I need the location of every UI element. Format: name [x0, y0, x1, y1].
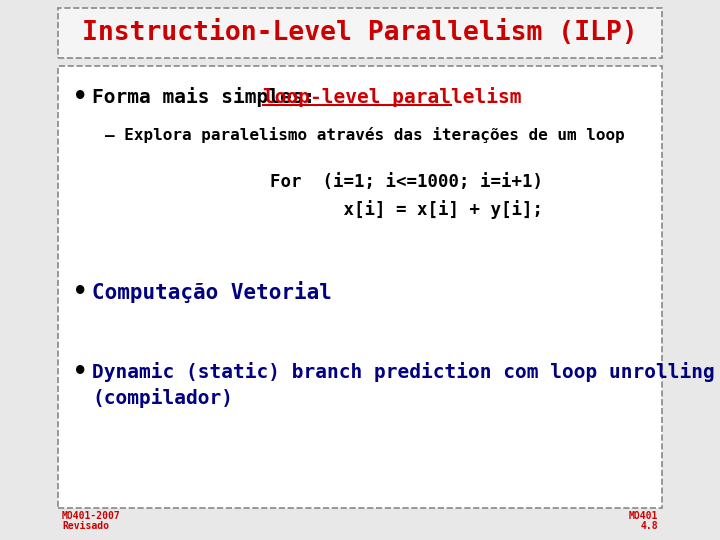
Text: Dynamic (static) branch prediction com loop unrolling: Dynamic (static) branch prediction com l… [92, 362, 715, 382]
Text: MO401: MO401 [629, 511, 658, 521]
Text: 4.8: 4.8 [640, 521, 658, 531]
Text: •: • [73, 360, 87, 384]
Text: •: • [73, 85, 87, 109]
FancyBboxPatch shape [58, 66, 662, 508]
Text: (compilador): (compilador) [92, 388, 233, 408]
Text: – Explora paralelismo através das iterações de um loop: – Explora paralelismo através das iteraç… [105, 127, 625, 143]
Text: Instruction-Level Parallelism (ILP): Instruction-Level Parallelism (ILP) [82, 20, 638, 46]
Text: Revisado: Revisado [62, 521, 109, 531]
Text: MO401-2007: MO401-2007 [62, 511, 121, 521]
Text: Forma mais simples:: Forma mais simples: [92, 87, 327, 107]
Text: x[i] = x[i] + y[i];: x[i] = x[i] + y[i]; [270, 200, 543, 219]
Text: Computação Vetorial: Computação Vetorial [92, 281, 332, 303]
Text: •: • [73, 280, 87, 304]
Text: For  (i=1; i<=1000; i=i+1): For (i=1; i<=1000; i=i+1) [270, 173, 543, 191]
FancyBboxPatch shape [58, 8, 662, 58]
Text: loop-level parallelism: loop-level parallelism [263, 87, 521, 107]
